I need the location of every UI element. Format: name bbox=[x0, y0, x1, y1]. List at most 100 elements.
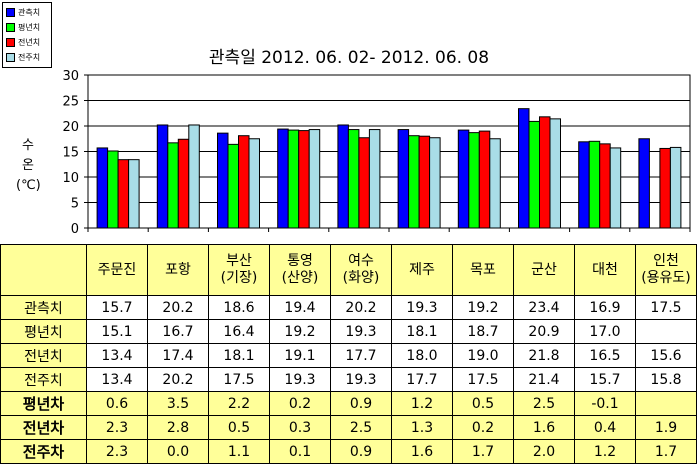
bar bbox=[659, 147, 671, 229]
table-row: 전년차 2.3 2.8 0.5 0.3 2.5 1.3 0.2 1.6 0.4 1.9 bbox=[0, 415, 697, 440]
bar bbox=[599, 143, 611, 229]
table-cell: 19.3 bbox=[330, 319, 392, 344]
table-header-row: 주문진 포항 부산 (기장) 통영 (산양) 여수 (화양) 제주 목포 군산 대천 인천 (용유도) bbox=[0, 244, 697, 296]
bar bbox=[358, 137, 370, 229]
y-axis-label-line: 수 bbox=[22, 138, 34, 153]
table-cell: 19.3 bbox=[391, 295, 453, 320]
header-line: (용유도) bbox=[641, 270, 691, 286]
bar bbox=[397, 129, 410, 229]
bar bbox=[337, 124, 349, 229]
legend-label: 전주치 bbox=[18, 52, 41, 62]
table-cell: -0.1 bbox=[574, 391, 636, 416]
table-cell: 16.4 bbox=[208, 319, 270, 344]
table-cell: 15.7 bbox=[574, 367, 636, 392]
bar bbox=[669, 146, 682, 229]
bar bbox=[308, 129, 321, 229]
table-cell: 1.6 bbox=[391, 439, 453, 464]
legend-label: 관측치 bbox=[18, 7, 41, 17]
table-cell: 1.7 bbox=[452, 439, 514, 464]
table-cell: 20.2 bbox=[330, 295, 392, 320]
table-row: 전주차 2.3 0.0 1.1 0.1 0.9 1.6 1.7 2.0 1.2 1.7 bbox=[0, 439, 697, 464]
bar-chart: 0 5 10 15 20 25 30 bbox=[62, 69, 691, 237]
table-cell: 19.4 bbox=[269, 295, 331, 320]
table-cell: 0.6 bbox=[86, 391, 148, 416]
bar bbox=[638, 138, 650, 229]
table-cell: 0.5 bbox=[452, 391, 514, 416]
y-tick-label: 10 bbox=[62, 171, 79, 186]
table-cell: 2.5 bbox=[330, 415, 392, 440]
bar bbox=[418, 135, 431, 229]
bar bbox=[478, 130, 491, 229]
table-cell: 18.1 bbox=[391, 319, 453, 344]
table-cell: 19.1 bbox=[269, 343, 331, 368]
table-cell: 2.2 bbox=[208, 391, 270, 416]
table-cell: 1.2 bbox=[391, 391, 453, 416]
bar bbox=[217, 132, 229, 229]
table-corner-cell bbox=[0, 244, 87, 296]
table-cell: 18.6 bbox=[208, 295, 270, 320]
bar bbox=[609, 147, 622, 229]
data-table: 주문진 포항 부산 (기장) 통영 (산양) 여수 (화양) 제주 목포 군산 대천 인천 (용유도) 관… bbox=[0, 244, 697, 464]
table-cell: 20.2 bbox=[147, 295, 209, 320]
table-cell: 1.6 bbox=[513, 415, 575, 440]
table-cell: 20.9 bbox=[513, 319, 575, 344]
table-row: 전주치 13.4 20.2 17.5 19.3 19.3 17.7 17.5 21.4 15.7 1… bbox=[0, 367, 697, 392]
table-header-cell: 인천 (용유도) bbox=[635, 244, 697, 296]
table-header-cell: 제주 bbox=[391, 244, 453, 296]
table-cell: 17.5 bbox=[452, 367, 514, 392]
table-cell: 19.0 bbox=[452, 343, 514, 368]
table-cell: 18.0 bbox=[391, 343, 453, 368]
bar bbox=[107, 150, 119, 229]
header-line: 여수 bbox=[348, 253, 374, 269]
table-cell: 13.4 bbox=[86, 343, 148, 368]
table-cell: 1.2 bbox=[574, 439, 636, 464]
legend-item: 전년치 bbox=[6, 35, 51, 50]
legend-item: 전주치 bbox=[6, 50, 51, 65]
y-axis-label-line: (℃) bbox=[16, 178, 41, 193]
bar bbox=[238, 135, 250, 229]
table-cell: 18.7 bbox=[452, 319, 514, 344]
table-cell: 2.8 bbox=[147, 415, 209, 440]
chart-title: 관측일 2012. 06. 02- 2012. 06. 08 bbox=[208, 48, 490, 68]
table-cell: 23.4 bbox=[513, 295, 575, 320]
table-header-cell: 군산 bbox=[513, 244, 575, 296]
bar bbox=[287, 129, 300, 229]
table-cell: 19.2 bbox=[269, 319, 331, 344]
legend-swatch bbox=[6, 23, 15, 32]
bar bbox=[167, 142, 179, 229]
row-label: 전주치 bbox=[0, 367, 87, 392]
table-cell: 0.0 bbox=[147, 439, 209, 464]
legend-item: 관측치 bbox=[6, 5, 51, 20]
bar bbox=[518, 108, 530, 229]
bar bbox=[277, 128, 289, 229]
row-label: 전년치 bbox=[0, 343, 87, 368]
table-cell: 17.7 bbox=[391, 367, 453, 392]
legend-swatch bbox=[6, 38, 15, 47]
table-row: 전년치 13.4 17.4 18.1 19.1 17.7 18.0 19.0 21.8 16.5 1… bbox=[0, 343, 697, 368]
table-header-cell: 통영 (산양) bbox=[269, 244, 331, 296]
table-header-cell: 부산 (기장) bbox=[208, 244, 270, 296]
table-cell: 16.5 bbox=[574, 343, 636, 368]
table-row: 평년차 0.6 3.5 2.2 0.2 0.9 1.2 0.5 2.5 -0.1 bbox=[0, 391, 697, 416]
table-cell: 1.9 bbox=[635, 415, 697, 440]
header-line: (기장) bbox=[220, 270, 258, 286]
table-header-cell: 주문진 bbox=[86, 244, 148, 296]
bar bbox=[408, 135, 420, 229]
table-row: 관측치 15.7 20.2 18.6 19.4 20.2 19.3 19.2 23.4 16.9 1… bbox=[0, 295, 697, 320]
bar bbox=[347, 129, 360, 229]
bar bbox=[188, 124, 200, 229]
table-cell: 0.9 bbox=[330, 439, 392, 464]
table-cell: 16.7 bbox=[147, 319, 209, 344]
table-cell: 2.5 bbox=[513, 391, 575, 416]
table-cell: 0.2 bbox=[452, 415, 514, 440]
table-header-cell: 포항 bbox=[147, 244, 209, 296]
row-label: 전년차 bbox=[0, 415, 87, 440]
bar bbox=[368, 129, 381, 229]
bar bbox=[588, 140, 601, 229]
header-line: 주문진 bbox=[97, 261, 137, 278]
table-cell: 19.3 bbox=[269, 367, 331, 392]
bar bbox=[549, 118, 561, 229]
table-cell: 0.3 bbox=[269, 415, 331, 440]
table-header-cell: 대천 bbox=[574, 244, 636, 296]
bar bbox=[578, 141, 590, 229]
